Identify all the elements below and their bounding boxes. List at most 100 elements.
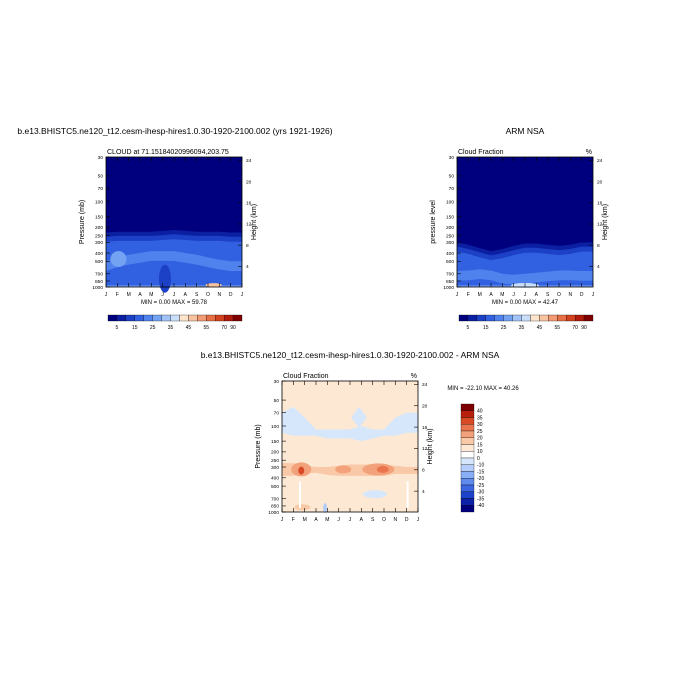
contour-cell (158, 264, 171, 293)
x-tick-label: M (303, 517, 307, 523)
x-tick-label: F (116, 292, 119, 298)
colorbar-label: -10 (477, 463, 484, 469)
colorbar-swatch (460, 464, 475, 472)
stats-label: MIN = 0.00 MAX = 59.78 (141, 300, 208, 306)
colorbar-swatch (458, 314, 469, 322)
left-string: Cloud Fraction (458, 149, 504, 156)
colorbar-1: 5 15 25 35 45 55 70 90 (107, 314, 243, 331)
colorbar-swatch (494, 314, 504, 322)
x-tick-label: D (229, 292, 233, 298)
colorbar-label: 45 (537, 325, 543, 331)
right-axis-label: Height (km) (427, 428, 434, 464)
x-tick-label: J (173, 292, 176, 298)
colorbar-swatch (460, 417, 475, 425)
colorbar-swatch (215, 314, 225, 322)
height-tick-label: 4 (422, 489, 425, 495)
colorbar-label: 10 (477, 449, 483, 455)
contour-cell (205, 283, 222, 288)
colorbar-label: 25 (477, 429, 483, 435)
colorbar-label: 40 (477, 409, 483, 415)
colorbar-label: 25 (150, 325, 156, 331)
y-tick-label: 50 (98, 174, 104, 180)
x-tick-label: J (281, 517, 284, 523)
colorbar-label: 30 (477, 422, 483, 428)
height-tick-label: 24 (246, 158, 252, 164)
x-tick-label: D (580, 292, 584, 298)
height-tick-label: 12 (422, 446, 428, 452)
height-tick-label: 4 (246, 264, 249, 270)
colorbar-label: -15 (477, 469, 484, 475)
left-string: CLOUD at 71.15184020996094,203.75 (107, 149, 229, 156)
y-tick-label: 30 (274, 379, 280, 385)
height-tick-label: 20 (246, 179, 252, 185)
y-tick-label: 70 (98, 186, 104, 192)
x-tick-label: M (478, 292, 482, 298)
x-tick-label: S (371, 517, 375, 523)
x-tick-label: N (394, 517, 398, 523)
y-tick-label: 70 (449, 186, 455, 192)
colorbar-label: -25 (477, 483, 484, 489)
colorbar-label: 5 (467, 325, 470, 331)
height-tick-label: 8 (246, 243, 249, 249)
x-tick-label: N (218, 292, 222, 298)
y-tick-label: 700 (271, 496, 279, 502)
x-tick-label: J (105, 292, 108, 298)
y-tick-label: 250 (95, 233, 103, 239)
height-tick-label: 16 (422, 425, 428, 431)
height-tick-label: 24 (597, 158, 603, 164)
colorbar-swatch (179, 314, 189, 322)
y-tick-label: 70 (274, 410, 280, 416)
y-tick-label: 250 (271, 458, 279, 464)
colorbar-swatch (107, 314, 118, 322)
colorbar-label: 15 (483, 325, 489, 331)
colorbar-swatch (460, 430, 475, 438)
colorbar-swatch (134, 314, 144, 322)
x-tick-label: M (325, 517, 329, 523)
x-tick-label: A (535, 292, 539, 298)
colorbar-label: 25 (501, 325, 507, 331)
colorbar-swatch (530, 314, 540, 322)
colorbar-label: 35 (477, 415, 483, 421)
contour-cell (406, 481, 409, 509)
y-tick-label: 1000 (92, 285, 103, 291)
colorbar-label: 55 (554, 325, 560, 331)
colorbar-swatch (566, 314, 576, 322)
x-tick-label: A (184, 292, 188, 298)
colorbar-label: -40 (477, 503, 484, 509)
colorbar-swatch (476, 314, 486, 322)
colorbar-label: 90 (230, 325, 236, 331)
colorbar-swatch (460, 437, 475, 445)
x-tick-label: F (467, 292, 470, 298)
y-tick-label: 400 (446, 251, 454, 257)
x-tick-label: O (206, 292, 210, 298)
y-tick-label: 200 (446, 225, 454, 231)
chart-title: b.e13.BHISTC5.ne120_t12.cesm-ihesp-hires… (17, 126, 332, 136)
x-tick-label: F (292, 517, 295, 523)
colorbar-label: 15 (477, 442, 483, 448)
colorbar-swatch (460, 451, 475, 459)
y-tick-label: 500 (446, 259, 454, 265)
right-axis-label: Height (km) (251, 204, 258, 240)
y-tick-label: 30 (449, 155, 455, 161)
x-tick-label: A (489, 292, 493, 298)
y-tick-label: 1000 (268, 510, 279, 516)
colorbar-swatch (460, 484, 475, 492)
x-tick-label: J (337, 517, 340, 523)
contour-field-2 (457, 157, 593, 288)
stats-label: MIN = -22.10 MAX = 40.26 (447, 386, 519, 392)
colorbar-swatch (152, 314, 162, 322)
contour-band (106, 260, 242, 287)
y-tick-label: 300 (271, 465, 279, 471)
x-tick-label: A (138, 292, 142, 298)
chart-title: ARM NSA (506, 126, 545, 136)
x-tick-label: S (546, 292, 550, 298)
colorbar-swatch (232, 314, 243, 322)
height-tick-label: 16 (597, 201, 603, 207)
colorbar-swatch (143, 314, 153, 322)
contour-cell (335, 465, 352, 474)
colorbar-swatch (460, 505, 475, 513)
x-tick-label: J (524, 292, 527, 298)
y-tick-label: 850 (271, 504, 279, 510)
colorbar-swatch (460, 410, 475, 418)
